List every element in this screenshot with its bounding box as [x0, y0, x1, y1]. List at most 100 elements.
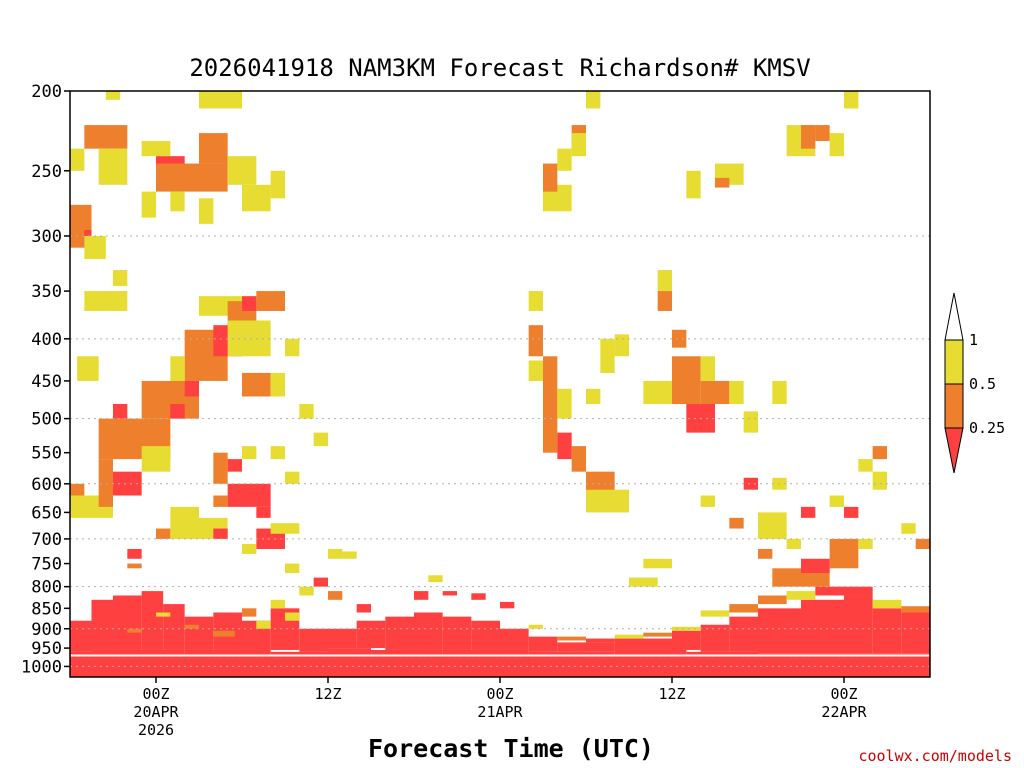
- heatmap-cell: [213, 528, 228, 539]
- heatmap-cell: [471, 593, 486, 600]
- heatmap-cell: [285, 612, 300, 621]
- heatmap-cell: [743, 411, 758, 433]
- heatmap-cell: [801, 558, 830, 573]
- axes: 200 250 300 350 400 450 500 550 600 650 700 750 8008…: [21, 82, 931, 739]
- heatmap-cell: [600, 338, 615, 373]
- heatmap-cell: [113, 404, 128, 419]
- heatmap-cell: [872, 599, 902, 609]
- heatmap-cell: [872, 446, 887, 460]
- heatmap-cell: [428, 575, 443, 583]
- heatmap-cell: [127, 628, 142, 633]
- heatmap-cell: [614, 649, 687, 677]
- heatmap-cell: [557, 432, 572, 460]
- heatmap-cell: [285, 563, 300, 573]
- heatmap-cell: [70, 483, 85, 496]
- y-tick-label: 750: [31, 555, 62, 575]
- heatmap-cell: [414, 612, 443, 650]
- heatmap-cell: [356, 604, 371, 613]
- heatmap-cell: [328, 591, 343, 600]
- heatmap-cell: [500, 601, 515, 609]
- heatmap-cell: [313, 432, 328, 447]
- heatmap-cell: [213, 495, 228, 507]
- heatmap-cell: [844, 586, 873, 596]
- heatmap-cell: [901, 612, 930, 654]
- heatmap-cell: [270, 170, 285, 199]
- x-axis-label: Forecast Time (UTC): [368, 734, 654, 763]
- heatmap-cell: [84, 229, 92, 242]
- heatmap-cell: [758, 608, 801, 654]
- heatmap-cell: [98, 495, 113, 507]
- heatmap-cell: [715, 177, 730, 188]
- heatmap-cell: [471, 620, 500, 650]
- heatmap-cell: [385, 616, 414, 650]
- heatmap-cell: [156, 528, 171, 539]
- heatmap-cell: [643, 380, 672, 405]
- heatmap-cell: [872, 608, 902, 654]
- heatmap-cell: [614, 638, 672, 650]
- legend-swatch: [944, 339, 964, 385]
- heatmap-cell: [586, 91, 601, 109]
- heatmap-cell: [543, 356, 558, 453]
- heatmap-cell: [141, 191, 156, 218]
- x-tick-label: 00Z: [142, 685, 169, 703]
- y-tick-label: 350: [31, 282, 62, 302]
- y-tick-label: 450: [31, 372, 62, 392]
- heatmap-cell: [91, 649, 185, 677]
- legend-arrow-bottom: [944, 427, 964, 474]
- heatmap-cell: [844, 91, 859, 109]
- heatmap-cell: [156, 612, 171, 617]
- plot-area: [70, 91, 930, 677]
- y-tick-label: 1000: [21, 657, 62, 677]
- heatmap-cell: [500, 628, 529, 650]
- heatmap-cell: [242, 184, 271, 212]
- heatmap-cell: [442, 591, 457, 596]
- heatmap-cell: [442, 616, 472, 650]
- x-tick-label: 00Z: [486, 685, 513, 703]
- heatmap-cell: [127, 563, 142, 569]
- heatmap-cell: [184, 616, 214, 650]
- heatmap-cell: [901, 606, 930, 613]
- heatmap-cell: [285, 471, 300, 484]
- heatmap-cell: [414, 591, 429, 600]
- heatmap-cell: [356, 620, 386, 649]
- legend-swatch: [944, 383, 964, 429]
- x-tick-label: 12Z: [314, 685, 341, 703]
- heatmap-cell: [901, 523, 916, 534]
- heatmap-cell: [643, 632, 672, 637]
- y-tick-label: 950: [31, 639, 62, 659]
- heatmap-cell: [657, 270, 672, 292]
- heatmap-cell: [70, 651, 92, 677]
- heatmap-cell: [586, 388, 601, 405]
- heatmap-cell: [872, 471, 887, 490]
- heatmap-cell: [299, 586, 314, 596]
- heatmap-cell: [70, 148, 85, 171]
- heatmap-cell: [313, 577, 328, 587]
- heatmap-cell: [184, 380, 199, 397]
- heatmap-cell: [299, 404, 314, 419]
- heatmap-cell: [801, 125, 816, 149]
- heatmap-cell: [657, 291, 672, 311]
- heatmap-cell: [672, 626, 701, 631]
- y-tick-label: 600: [31, 475, 62, 495]
- heatmap-cell: [844, 506, 859, 518]
- heatmap-cell: [844, 595, 873, 654]
- heatmap-cell: [113, 595, 142, 650]
- heatmap-cell: [242, 296, 257, 311]
- heatmap-cell: [141, 446, 171, 472]
- heatmap-cell: [105, 91, 121, 100]
- y-tick-label: 550: [31, 444, 62, 464]
- heatmap-cell: [815, 125, 830, 141]
- heatmap-cell: [557, 388, 572, 419]
- heatmap-cell: [127, 548, 142, 559]
- heatmap-cell: [672, 329, 687, 348]
- heatmap-cell: [528, 624, 543, 629]
- chart-title: 2026041918 NAM3KM Forecast Richardson# K…: [189, 54, 810, 82]
- heatmap-cell: [786, 538, 801, 549]
- heatmap-cell: [328, 648, 371, 677]
- legend-label: 0.5: [969, 375, 996, 393]
- x-tick-label: 2026: [138, 721, 174, 739]
- x-tick-label: 00Z: [830, 685, 857, 703]
- heatmap-cell: [700, 610, 730, 617]
- x-tick-label: 21APR: [477, 703, 523, 721]
